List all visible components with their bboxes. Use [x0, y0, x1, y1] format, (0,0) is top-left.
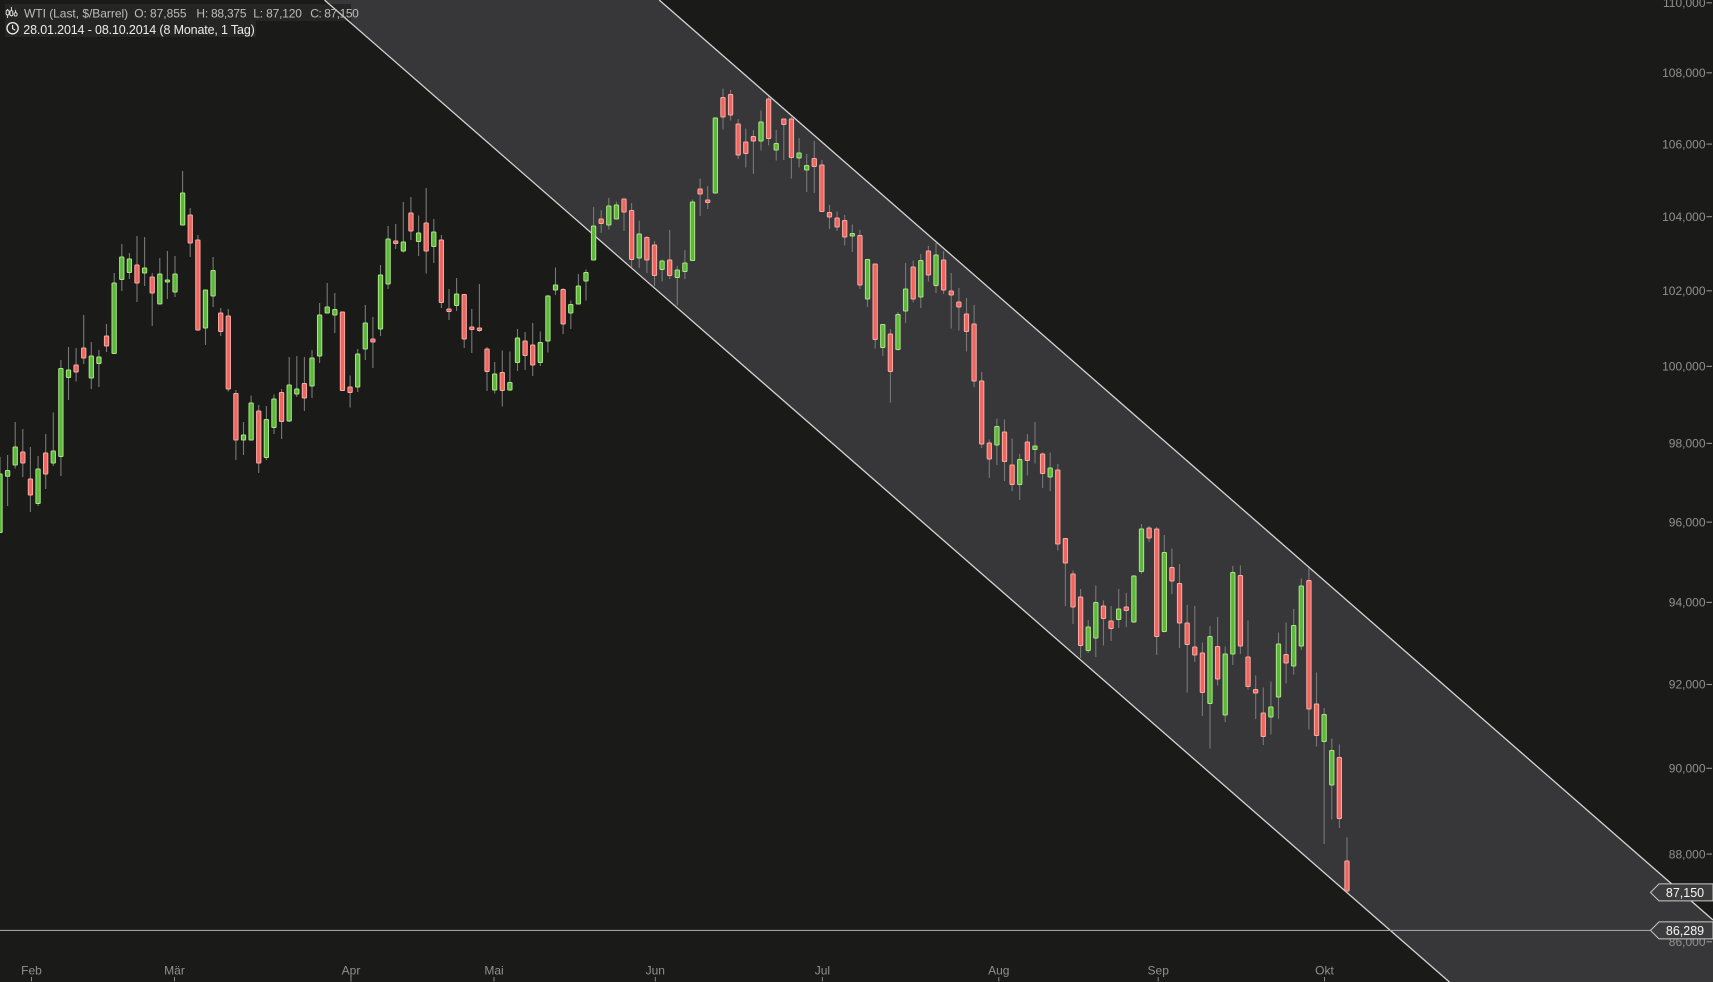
svg-text:98,000: 98,000 — [1669, 437, 1706, 451]
svg-text:90,000: 90,000 — [1669, 762, 1706, 776]
svg-text:O: 87,855: O: 87,855 — [134, 6, 187, 20]
svg-text:Mär: Mär — [164, 964, 185, 978]
svg-text:Apr: Apr — [342, 964, 361, 978]
svg-text:106,000: 106,000 — [1662, 137, 1706, 151]
svg-text:28.01.2014 - 08.10.2014 (8 Mon: 28.01.2014 - 08.10.2014 (8 Monate, 1 Tag… — [23, 23, 255, 37]
svg-text:Mai: Mai — [484, 964, 503, 978]
svg-text:102,000: 102,000 — [1662, 284, 1706, 298]
svg-text:92,000: 92,000 — [1669, 678, 1706, 692]
svg-text:WTI (Last, $/Barrel): WTI (Last, $/Barrel) — [24, 6, 128, 20]
svg-text:Sep: Sep — [1148, 964, 1170, 978]
svg-text:100,000: 100,000 — [1662, 360, 1706, 374]
svg-text:104,000: 104,000 — [1662, 210, 1706, 224]
svg-text:Feb: Feb — [21, 964, 42, 978]
svg-text:Okt: Okt — [1315, 964, 1334, 978]
svg-text:Aug: Aug — [988, 964, 1009, 978]
svg-text:110,000: 110,000 — [1663, 0, 1706, 10]
svg-text:96,000: 96,000 — [1669, 515, 1706, 529]
svg-text:L: 87,120: L: 87,120 — [253, 6, 302, 20]
svg-text:H: 88,375: H: 88,375 — [196, 6, 246, 20]
svg-text:86,289: 86,289 — [1666, 924, 1704, 938]
svg-text:Jul: Jul — [815, 964, 830, 978]
svg-text:88,000: 88,000 — [1669, 847, 1706, 861]
svg-text:94,000: 94,000 — [1669, 596, 1706, 610]
svg-text:87,150: 87,150 — [1666, 886, 1704, 900]
svg-text:C: 87,150: C: 87,150 — [310, 6, 359, 20]
svg-text:108,000: 108,000 — [1662, 66, 1706, 80]
svg-text:Jun: Jun — [646, 964, 665, 978]
